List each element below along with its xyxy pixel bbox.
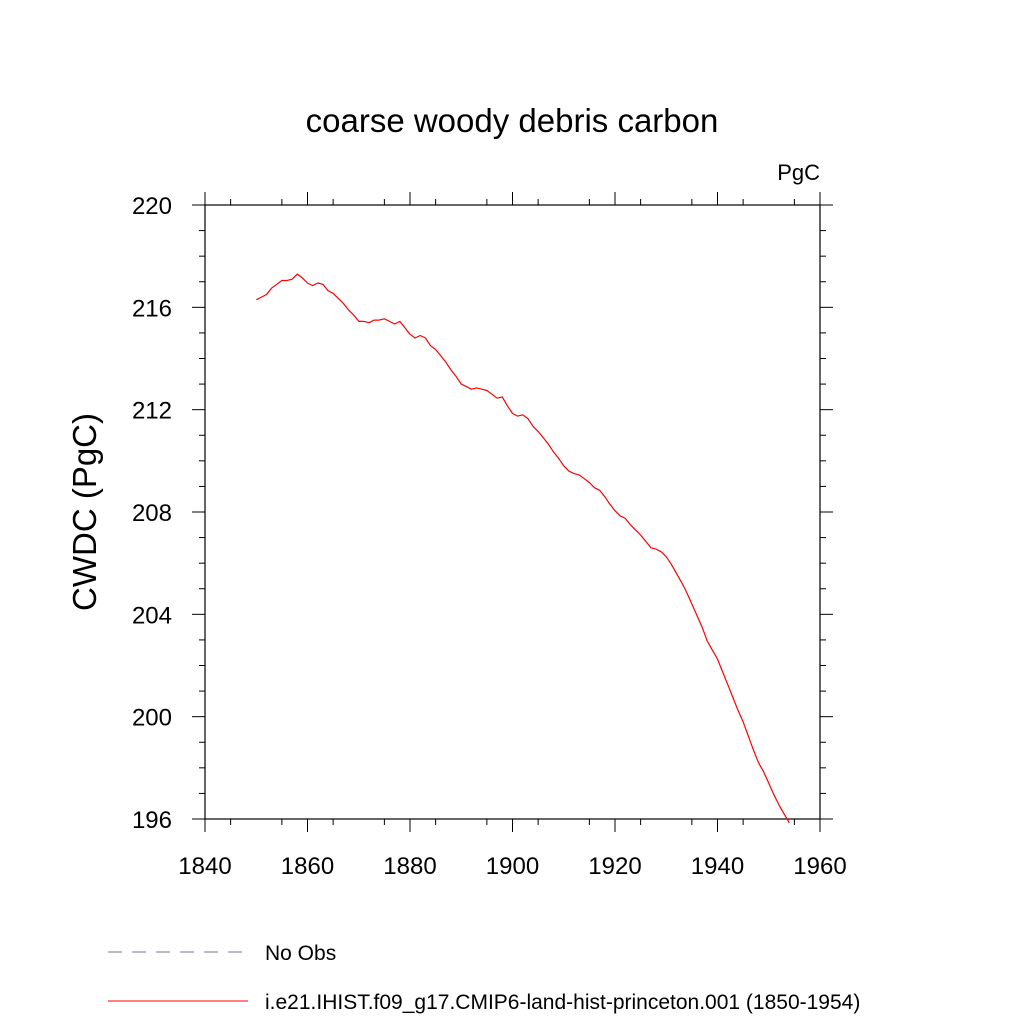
y-tick-label: 208 (132, 500, 172, 527)
axis-tick-labels: 1840 1860 1880 1900 1920 1940 1960 196 200 204 208… (132, 193, 847, 880)
y-tick-label: 212 (132, 398, 172, 425)
y-axis-label: CWDC (PgC) (66, 413, 103, 611)
x-tick-label: 1840 (178, 853, 231, 880)
x-tick-label: 1880 (383, 853, 436, 880)
legend-label-no-obs: No Obs (265, 942, 336, 965)
x-tick-label: 1920 (588, 853, 641, 880)
axis-ticks (192, 192, 833, 832)
x-tick-label: 1960 (793, 853, 846, 880)
y-tick-label: 204 (132, 602, 172, 629)
x-tick-label: 1860 (281, 853, 334, 880)
y-tick-label: 216 (132, 295, 172, 322)
y-tick-label: 220 (132, 193, 172, 220)
x-tick-label: 1940 (691, 853, 744, 880)
y-tick-label: 200 (132, 705, 172, 732)
series-layer (256, 273, 790, 824)
x-tick-label: 1900 (486, 853, 539, 880)
y-tick-label: 196 (132, 807, 172, 834)
units-label: PgC (777, 160, 820, 185)
plot-frame (204, 204, 821, 820)
legend: No Obs i.e21.IHIST.f09_g17.CMIP6-land-hi… (108, 942, 860, 1014)
series-line-model-run (256, 273, 790, 824)
chart-title: coarse woody debris carbon (306, 102, 719, 139)
legend-label-model-run: i.e21.IHIST.f09_g17.CMIP6-land-hist-prin… (265, 991, 860, 1014)
